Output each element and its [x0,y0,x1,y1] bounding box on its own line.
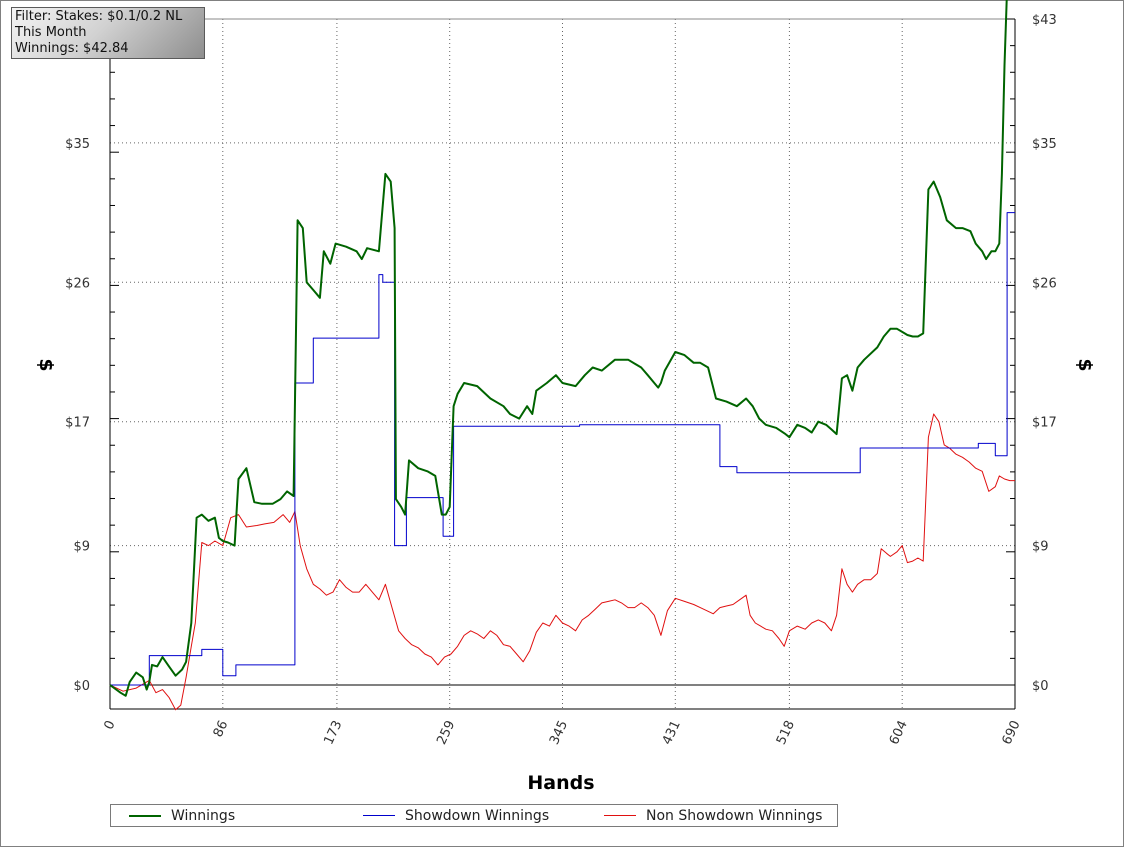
x-tick-label-259: 259 [434,718,458,747]
y-tick-label-right-9: $9 [1032,540,1049,555]
filter-period-text: This Month [15,25,87,40]
x-tick-label-345: 345 [547,718,571,747]
series-line-non-showdown-winnings [109,413,1015,711]
y-tick-label-right-43: $43 [1032,13,1057,28]
y-axis-title-left: $ [35,358,57,371]
x-tick-label-0: 0 [102,718,119,732]
legend-item-winnings: Winnings [129,805,235,826]
filter-stakes-text: Filter: Stakes: $0.1/0.2 NL [15,9,183,24]
legend-item-non-showdown: Non Showdown Winnings [604,805,822,826]
x-tick-label-86: 86 [211,718,232,739]
x-tick-label-690: 690 [1000,718,1024,747]
legend-swatch-non-showdown [604,815,636,816]
legend-label-non-showdown: Non Showdown Winnings [646,807,823,824]
y-tick-label-right-35: $35 [1032,137,1057,152]
series-layer [109,0,1015,711]
axes [109,18,1016,710]
legend: Winnings Showdown Winnings Non Showdown … [110,804,838,827]
x-axis-title: Hands [527,772,594,794]
x-tick-label-173: 173 [321,718,345,747]
legend-swatch-showdown [363,815,395,816]
series-line-winnings [109,0,1008,697]
legend-swatch-winnings [129,814,161,817]
legend-label-showdown: Showdown Winnings [405,807,550,824]
y-tick-label-left-0: $0 [73,679,90,694]
legend-item-showdown: Showdown Winnings [363,805,549,826]
filter-info-box: Filter: Stakes: $0.1/0.2 NL This Month W… [11,7,205,59]
x-tick-label-518: 518 [774,718,798,747]
legend-label-winnings: Winnings [171,807,236,824]
y-tick-label-right-26: $26 [1032,276,1057,291]
y-tick-label-left-35: $35 [65,137,90,152]
y-tick-label-left-17: $17 [65,416,90,431]
x-tick-label-431: 431 [660,718,684,747]
filter-winnings-text: Winnings: $42.84 [15,41,129,56]
y-tick-label-left-9: $9 [73,540,90,555]
y-tick-label-left-26: $26 [65,276,90,291]
y-axis-title-right: $ [1074,358,1096,371]
x-tick-label-604: 604 [887,718,911,747]
series-line-showdown-winnings [110,212,1015,686]
grid-lines [110,18,1015,709]
y-tick-label-right-17: $17 [1032,416,1057,431]
y-tick-label-right-0: $0 [1032,679,1049,694]
